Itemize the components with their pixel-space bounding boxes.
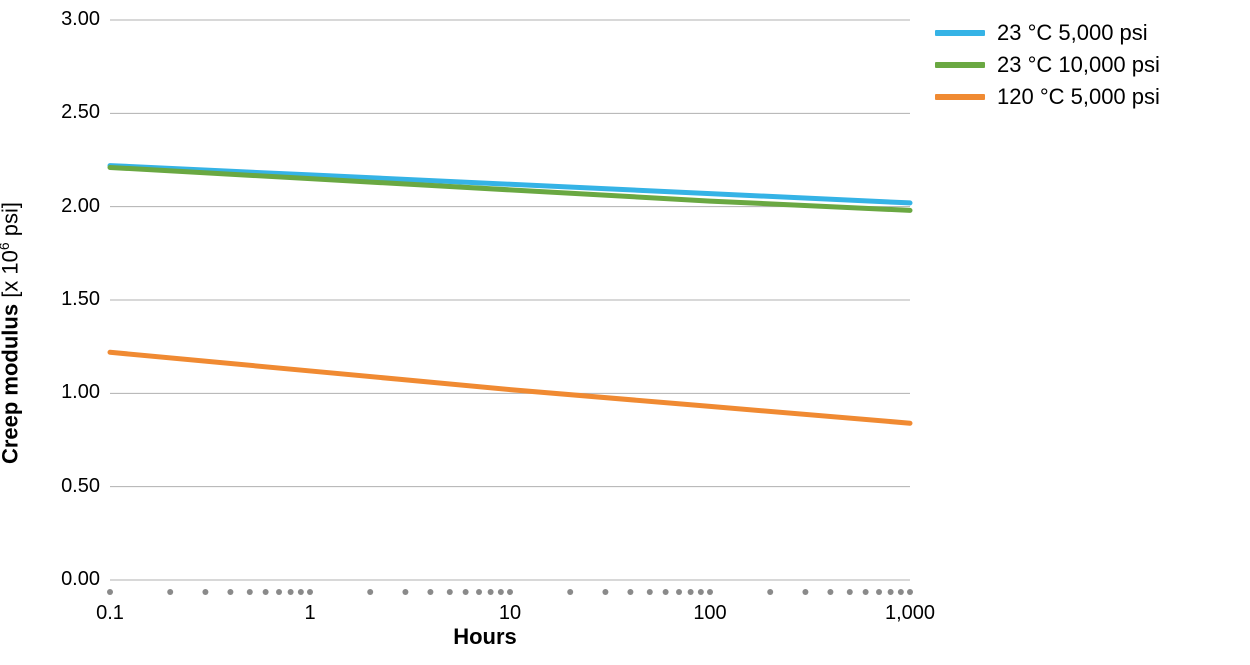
y-axis-label: Creep modulus [x 106 psi]	[0, 201, 24, 463]
x-tick-label: 10	[499, 602, 521, 625]
legend-item: 23 °C 5,000 psi	[935, 20, 1160, 46]
y-tick-label: 1.50	[20, 288, 100, 311]
legend-item: 23 °C 10,000 psi	[935, 52, 1160, 78]
y-tick-label: 2.00	[20, 195, 100, 218]
legend-swatch	[935, 62, 985, 68]
legend: 23 °C 5,000 psi 23 °C 10,000 psi 120 °C 5,…	[935, 20, 1160, 116]
x-tick-label: 100	[693, 602, 726, 625]
plot-svg	[110, 20, 910, 580]
x-tick-label: 1	[304, 602, 315, 625]
y-tick-label: 2.50	[20, 101, 100, 124]
legend-item: 120 °C 5,000 psi	[935, 84, 1160, 110]
plot-area	[110, 20, 910, 580]
y-tick-label: 1.00	[20, 381, 100, 404]
legend-label: 120 °C 5,000 psi	[997, 84, 1160, 110]
y-tick-label: 0.00	[20, 568, 100, 591]
x-tick-label: 0.1	[96, 602, 124, 625]
legend-swatch	[935, 30, 985, 36]
creep-modulus-chart: Creep modulus [x 106 psi] 0.00 0.50 1.00 1.…	[0, 0, 1250, 665]
legend-label: 23 °C 5,000 psi	[997, 20, 1148, 46]
legend-label: 23 °C 10,000 psi	[997, 52, 1160, 78]
x-tick-label: 1,000	[885, 602, 935, 625]
legend-swatch	[935, 94, 985, 100]
y-tick-label: 3.00	[20, 8, 100, 31]
y-tick-label: 0.50	[20, 475, 100, 498]
x-axis-label: Hours	[0, 624, 1110, 650]
